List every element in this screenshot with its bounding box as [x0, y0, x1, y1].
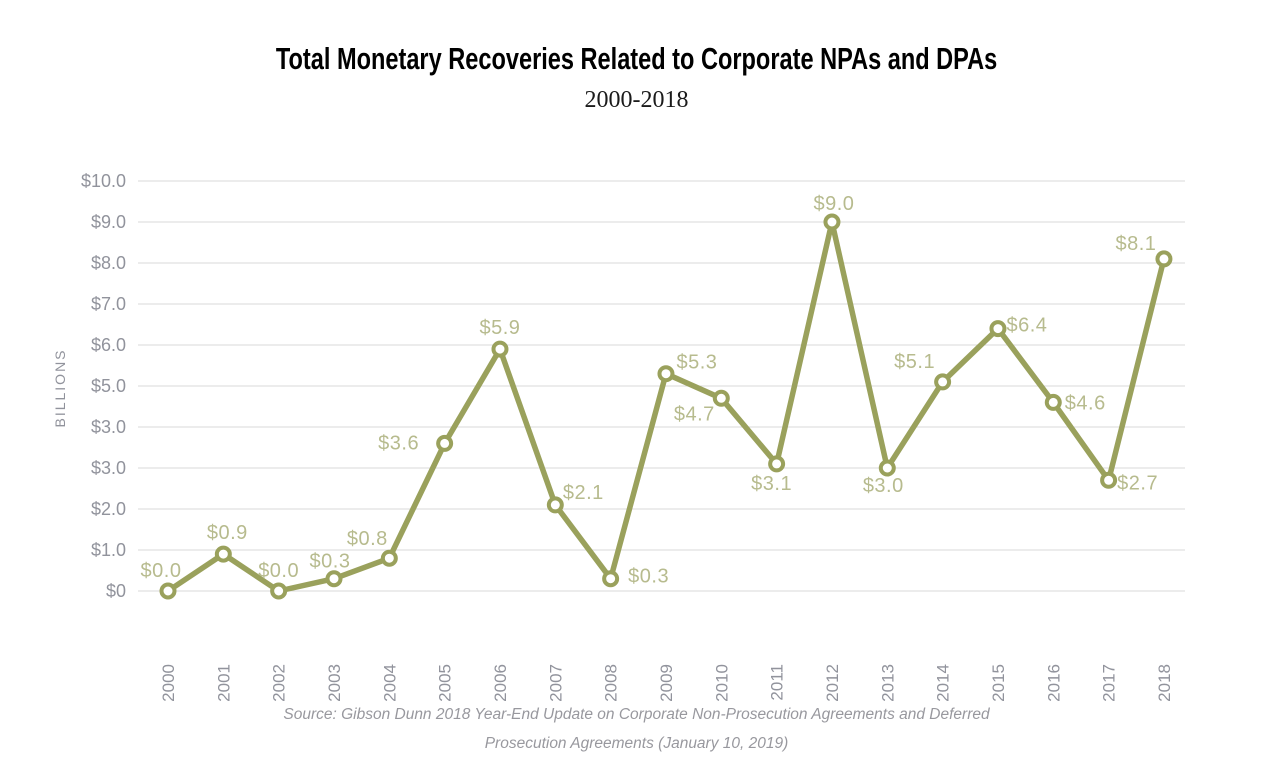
data-point-2006: [491, 340, 509, 358]
x-axis-tick-label: 2013: [878, 664, 897, 702]
source-line-2: Prosecution Agreements (January 10, 2019…: [484, 735, 789, 752]
x-axis-tick-label: 2014: [934, 664, 953, 702]
data-point-2003: [325, 570, 343, 588]
x-axis-tick-label: 2012: [823, 664, 842, 702]
data-label-2015: $6.4: [1006, 315, 1047, 337]
x-axis-tick-label: 2001: [214, 664, 233, 702]
data-point-2011: [768, 455, 786, 473]
y-axis-tick-label: $9.0: [91, 212, 126, 232]
y-axis-title: BILLIONS: [52, 348, 68, 427]
chart-header: Total Monetary Recoveries Related to Cor…: [0, 41, 1273, 77]
x-axis-tick-label: 2007: [546, 664, 565, 702]
chart-subtitle: 2000-2018: [584, 87, 689, 113]
x-axis-tick-label: 2015: [989, 664, 1008, 702]
data-label-2018: $8.1: [1115, 233, 1156, 255]
x-axis-tick-label: 2003: [325, 664, 344, 702]
y-axis-tick-label: $8.0: [91, 253, 126, 273]
x-axis-tick-label: 2011: [768, 664, 787, 701]
data-label-2013: $3.0: [863, 475, 904, 497]
data-label-2003: $0.3: [310, 551, 351, 573]
data-label-2016: $4.6: [1065, 392, 1106, 414]
x-axis-tick-label: 2016: [1044, 664, 1063, 702]
data-point-2009: [657, 365, 675, 383]
x-axis-tick-label: 2009: [657, 664, 676, 702]
data-point-2012: [823, 213, 841, 231]
data-label-2010: $4.7: [674, 403, 715, 425]
data-point-2007: [546, 496, 564, 514]
data-label-2009: $5.3: [677, 352, 718, 374]
x-axis-tick-label: 2018: [1155, 664, 1174, 702]
data-label-2008: $0.3: [628, 566, 669, 588]
source-line-1: Source: Gibson Dunn 2018 Year-End Update…: [283, 706, 990, 723]
x-axis-tick-label: 2002: [270, 664, 289, 702]
data-point-2013: [878, 459, 896, 477]
data-point-2000: [159, 582, 177, 600]
data-label-2002: $0.0: [258, 560, 299, 582]
data-label-2011: $3.1: [751, 473, 792, 495]
data-label-2006: $5.9: [480, 317, 521, 339]
data-point-2018: [1155, 250, 1173, 268]
data-point-2004: [380, 549, 398, 567]
x-axis-tick-label: 2005: [436, 664, 455, 702]
data-point-2002: [270, 582, 288, 600]
data-point-2008: [602, 570, 620, 588]
data-point-2015: [989, 320, 1007, 338]
y-axis-tick-label: $2.0: [91, 499, 126, 519]
data-point-2017: [1100, 471, 1118, 489]
data-point-2010: [712, 389, 730, 407]
x-axis-tick-label: 2008: [602, 664, 621, 702]
chart-title: Total Monetary Recoveries Related to Cor…: [275, 41, 998, 76]
x-axis-tick-label: 2006: [491, 664, 510, 702]
y-axis-tick-label: $0: [106, 581, 126, 601]
data-label-2012: $9.0: [813, 193, 854, 215]
data-label-2007: $2.1: [563, 482, 604, 504]
data-point-2014: [934, 373, 952, 391]
source-note: Source: Gibson Dunn 2018 Year-End Update…: [0, 700, 1273, 758]
data-label-2014: $5.1: [894, 351, 935, 373]
y-axis-tick-label: $6.0: [91, 335, 126, 355]
data-label-2005: $3.6: [378, 432, 419, 454]
y-axis-tick-label: $5.0: [91, 376, 126, 396]
data-label-2001: $0.9: [207, 522, 248, 544]
data-point-2001: [214, 545, 232, 563]
data-label-2017: $2.7: [1117, 472, 1158, 494]
x-axis-tick-label: 2004: [380, 664, 399, 702]
x-axis-tick-label: 2017: [1100, 664, 1119, 702]
x-axis-tick-label: 2010: [712, 664, 731, 702]
y-axis-tick-label: $7.0: [91, 294, 126, 314]
y-axis-tick-label: $10.0: [81, 171, 126, 191]
series-line: [165, 219, 1167, 594]
data-label-2000: $0.0: [141, 560, 182, 582]
data-label-2004: $0.8: [347, 528, 388, 550]
y-axis-tick-label: $1.0: [91, 540, 126, 560]
x-axis-tick-label: 2000: [159, 664, 178, 702]
y-axis-tick-label: $3.0: [91, 458, 126, 478]
data-point-2005: [436, 434, 454, 452]
data-point-2016: [1044, 393, 1062, 411]
y-axis-tick-label: $3.0: [91, 417, 126, 437]
